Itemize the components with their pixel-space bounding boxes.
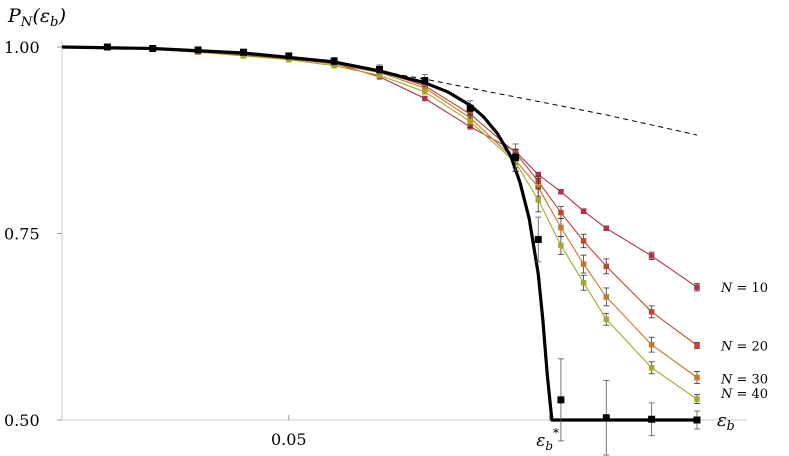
data-point — [603, 316, 610, 323]
data-point — [535, 171, 541, 178]
data-point — [580, 279, 587, 286]
data-point — [534, 235, 542, 243]
data-point — [422, 89, 428, 95]
data-point — [648, 253, 655, 259]
data-point — [103, 43, 111, 51]
data-point — [694, 284, 700, 290]
data-point — [580, 261, 587, 267]
series-label-b: εb — [717, 410, 735, 433]
data-point — [240, 53, 247, 59]
labels-layer: N = 10 N = 20 N = 30N = 40 εb PN(εb) — [7, 5, 768, 433]
series-layer — [61, 43, 701, 456]
data-point — [149, 44, 157, 52]
data-point — [535, 184, 541, 190]
data-point — [648, 309, 655, 315]
y-tick-label: 0.50 — [4, 411, 40, 430]
data-point — [194, 46, 202, 54]
series-label-n-20: N = 20 — [720, 339, 768, 354]
data-point — [693, 416, 701, 424]
data-point — [421, 77, 429, 85]
x-tick-label: 0.05 — [271, 430, 307, 449]
data-point — [648, 415, 656, 423]
data-point — [558, 209, 564, 216]
series-line-b — [61, 45, 697, 422]
dashed-reference-line — [61, 46, 698, 136]
data-point — [558, 224, 564, 231]
data-point — [648, 365, 655, 371]
data-point — [580, 238, 587, 244]
reference-curve — [61, 46, 698, 136]
data-point — [285, 52, 293, 60]
data-point — [580, 208, 587, 214]
data-point — [467, 118, 473, 125]
data-point — [376, 72, 383, 79]
data-point — [466, 104, 474, 112]
data-point — [603, 263, 610, 270]
y-tick-label: 1.00 — [4, 38, 40, 57]
series-n-10 — [104, 44, 700, 292]
data-point — [239, 48, 247, 56]
axes — [61, 41, 747, 421]
data-point — [602, 414, 610, 422]
data-point — [694, 396, 700, 402]
data-point — [376, 65, 383, 73]
series-label-n-30: N = 30 — [720, 372, 768, 387]
series-n-30 — [104, 44, 700, 384]
data-point — [330, 57, 338, 65]
series-line-n-20 — [107, 46, 698, 346]
series-b — [61, 43, 701, 456]
data-point — [535, 197, 541, 203]
series-label-n-40: N = 40 — [720, 387, 768, 402]
series-line-n-30 — [107, 46, 698, 378]
data-point — [603, 294, 610, 300]
data-point — [331, 62, 337, 69]
data-point — [603, 225, 610, 232]
series-line-n-40 — [107, 46, 698, 400]
data-point — [558, 188, 564, 195]
data-point — [694, 374, 700, 381]
series-n-40 — [104, 44, 700, 404]
data-point — [422, 95, 428, 102]
series-n-20 — [104, 44, 700, 349]
data-point — [286, 56, 292, 63]
y-tick-label: 0.75 — [4, 225, 40, 244]
data-point — [694, 342, 700, 349]
data-point — [557, 396, 565, 404]
data-point — [648, 341, 655, 348]
ticks: 1.00 0.75 0.50 0.05 εb* — [4, 38, 559, 453]
data-point — [512, 153, 520, 161]
data-point — [422, 85, 428, 91]
series-label-n-10: N = 10 — [720, 281, 768, 296]
x-tick-label: εb* — [536, 426, 559, 453]
y-axis-label: PN(εb) — [7, 5, 66, 30]
data-point — [558, 242, 564, 249]
